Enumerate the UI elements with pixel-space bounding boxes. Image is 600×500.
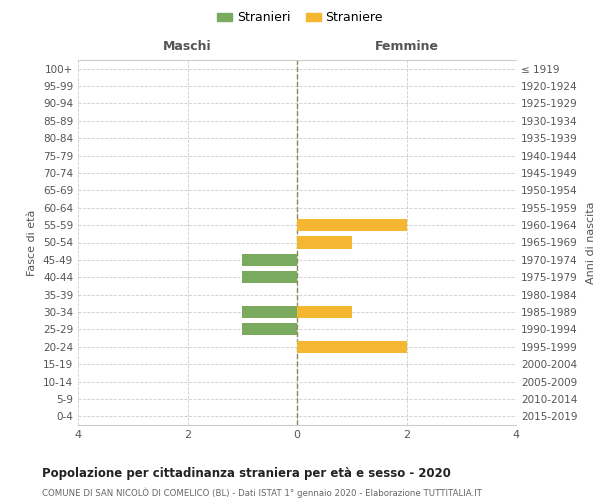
Y-axis label: Fasce di età: Fasce di età	[28, 210, 37, 276]
Bar	[297, 340, 407, 353]
Bar	[242, 254, 297, 266]
Text: Maschi: Maschi	[163, 40, 212, 53]
Text: Femmine: Femmine	[374, 40, 439, 53]
Bar	[297, 236, 352, 248]
Text: Popolazione per cittadinanza straniera per età e sesso - 2020: Popolazione per cittadinanza straniera p…	[42, 468, 451, 480]
Bar	[242, 271, 297, 283]
Y-axis label: Anni di nascita: Anni di nascita	[586, 201, 596, 284]
Bar	[297, 219, 407, 231]
Bar	[242, 306, 297, 318]
Text: COMUNE DI SAN NICOLÒ DI COMELICO (BL) - Dati ISTAT 1° gennaio 2020 - Elaborazion: COMUNE DI SAN NICOLÒ DI COMELICO (BL) - …	[42, 488, 482, 498]
Legend: Stranieri, Straniere: Stranieri, Straniere	[212, 6, 388, 29]
Bar	[297, 306, 352, 318]
Bar	[242, 324, 297, 336]
